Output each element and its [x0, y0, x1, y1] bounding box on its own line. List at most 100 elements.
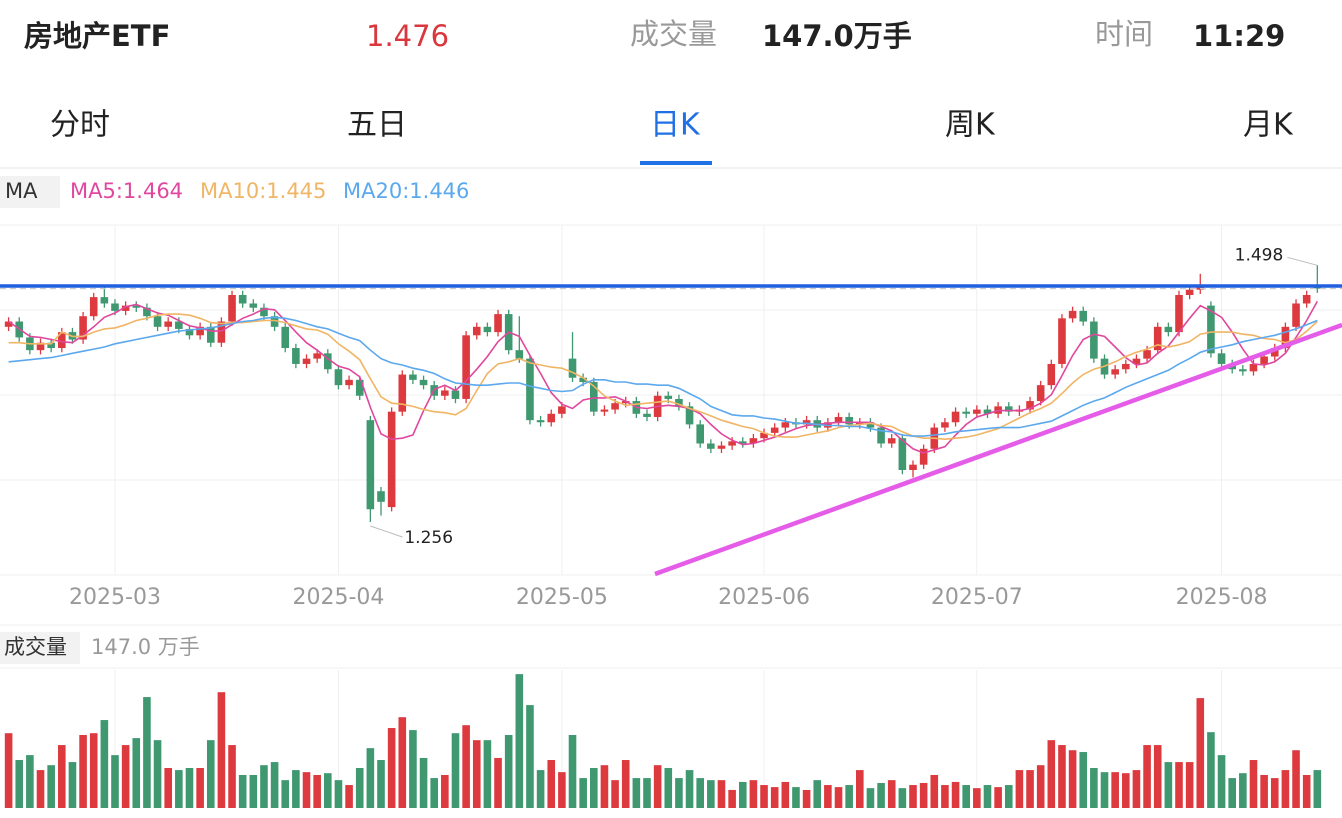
price: 1.476 — [366, 19, 449, 53]
candle-body — [834, 416, 843, 423]
candle-body — [121, 305, 130, 311]
legend-title: MA — [5, 179, 38, 203]
tab[interactable]: 周K — [945, 108, 996, 143]
volume-bar — [866, 788, 875, 808]
candle-body — [621, 401, 630, 404]
volume-bar — [558, 772, 566, 808]
candle-body — [845, 416, 853, 425]
price-grid — [0, 224, 1342, 669]
candle-body — [547, 413, 556, 423]
volume-bar — [313, 774, 321, 808]
volume-bar — [1132, 770, 1141, 808]
candle-body — [409, 374, 417, 380]
volume-bar — [345, 785, 353, 808]
x-tick-label: 2025-04 — [292, 585, 384, 610]
candle-body — [281, 326, 290, 349]
volume-bar — [675, 778, 683, 808]
volume-value: 147.0万手 — [762, 19, 912, 53]
ma-line — [8, 313, 1318, 441]
candle-body — [89, 297, 98, 317]
candle-body — [324, 353, 332, 370]
x-tick-label: 2025-05 — [516, 585, 608, 610]
candle-body — [1185, 289, 1194, 295]
volume-bar — [941, 785, 949, 808]
candle-body — [526, 358, 534, 421]
tab[interactable]: 日K — [650, 108, 701, 143]
candle-body — [238, 295, 247, 304]
volume-bar — [632, 778, 641, 808]
candle-body — [1260, 356, 1268, 364]
candle-body — [462, 335, 470, 399]
volume-bar — [1313, 770, 1322, 808]
volume-bar — [175, 770, 183, 808]
volume-bar — [281, 780, 290, 808]
volume-bar — [1217, 755, 1226, 808]
candle-body — [206, 326, 215, 343]
candle-body — [4, 321, 13, 327]
volume-label: 147.0 万手 — [91, 635, 200, 659]
vertical-grid: 2025-03 2025-04 2025-05 2025-06 2025-07 2025-… — [69, 225, 1268, 808]
candle-body — [100, 297, 109, 304]
volume-bar — [728, 789, 736, 808]
volume-bar — [111, 755, 119, 808]
legend-name: MA10: — [200, 179, 266, 203]
candle-body — [355, 379, 364, 396]
candle-body — [941, 422, 949, 428]
volume-bar — [919, 782, 928, 808]
candle-body — [887, 438, 896, 444]
candle-body — [909, 464, 917, 470]
volume-bar — [430, 778, 438, 808]
tab[interactable]: 月K — [1243, 108, 1294, 143]
volume-bar — [813, 780, 822, 808]
volume-bar — [707, 780, 715, 808]
candle-body — [313, 353, 321, 359]
candle-body — [600, 409, 609, 412]
candle-body — [675, 398, 683, 407]
volume-bar — [472, 740, 481, 808]
candle-body — [175, 321, 183, 329]
candle-body — [185, 328, 194, 336]
volume-bar — [153, 740, 162, 808]
volume-bar — [4, 733, 13, 808]
tab[interactable]: 分时 — [50, 108, 110, 143]
volume-bar — [1207, 732, 1215, 808]
volume-bar — [121, 745, 130, 808]
volume-bar — [749, 780, 758, 808]
volume-bar — [47, 765, 55, 808]
legend-value: 1.464 — [123, 179, 183, 203]
candle-body — [568, 358, 577, 378]
volume-bar — [324, 773, 332, 808]
candle-body — [898, 438, 907, 470]
volume-bar — [100, 720, 109, 808]
volume-bar — [547, 760, 556, 808]
candle-body — [664, 395, 673, 399]
fund-name: 房地产ETF — [24, 19, 170, 53]
volume-bar — [89, 733, 98, 808]
volume-bar — [26, 755, 34, 808]
candle-body — [366, 420, 375, 510]
candle-body — [79, 316, 87, 340]
volume-bar — [1090, 768, 1098, 808]
volume-bar — [685, 770, 694, 808]
candle-body — [111, 303, 119, 311]
candle-body — [558, 406, 566, 414]
volume-bar — [206, 740, 215, 808]
volume-bar — [1068, 750, 1077, 808]
candle-body — [590, 381, 598, 412]
candle-body — [292, 348, 300, 364]
volume-bar — [664, 768, 673, 808]
legend-name: MA20: — [343, 179, 409, 203]
volume-bar — [1239, 773, 1247, 808]
candle-body — [770, 427, 779, 433]
candle-body — [132, 305, 141, 308]
candle-body — [611, 403, 619, 410]
volume-bar — [270, 762, 279, 808]
tab[interactable]: 五日 — [347, 108, 407, 143]
volume-bar — [1249, 760, 1258, 808]
volume-bar — [1047, 740, 1056, 808]
volume-bar — [887, 780, 896, 808]
volume-bar — [1015, 770, 1024, 808]
candle-body — [1175, 295, 1183, 333]
candle-body — [143, 307, 151, 317]
